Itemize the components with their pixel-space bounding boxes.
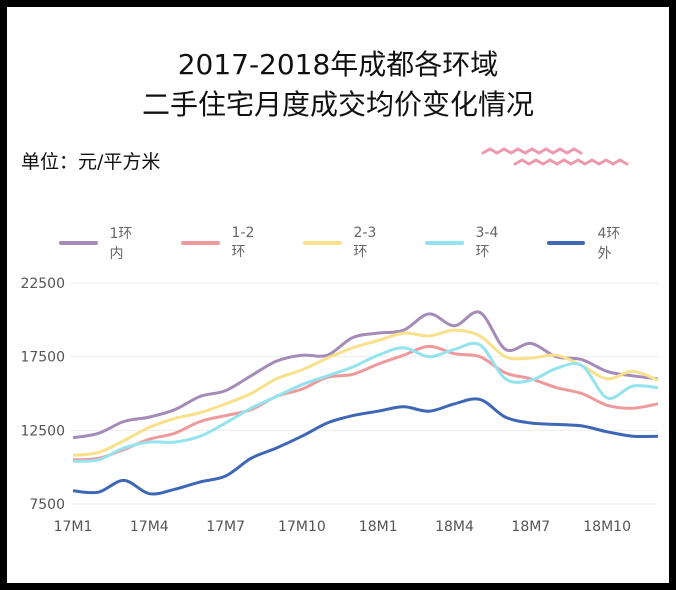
- decorative-wave-icon: [481, 147, 629, 166]
- legend-label: 1-2环: [231, 225, 255, 260]
- y-tick-label: 17500: [20, 350, 65, 366]
- legend: 1环内 1-2环 2-3环 3-4环 4环外: [59, 223, 669, 263]
- series-line-2[interactable]: [72, 344, 659, 462]
- legend-item[interactable]: 2-3环: [303, 223, 389, 263]
- y-tick-label: 22500: [20, 276, 65, 292]
- legend-item[interactable]: 4环外: [546, 223, 633, 263]
- legend-item[interactable]: 1-2环: [181, 223, 267, 263]
- x-tick-label: 17M7: [206, 519, 245, 535]
- legend-swatch: [546, 241, 586, 245]
- legend-label: 4环外: [597, 226, 621, 262]
- legend-item[interactable]: 3-4环: [425, 223, 511, 263]
- legend-swatch: [303, 241, 342, 245]
- x-tick-label: 18M4: [435, 519, 474, 535]
- x-tick-label: 18M7: [511, 519, 550, 535]
- x-tick-label: 17M10: [278, 519, 326, 535]
- series-line-5[interactable]: [72, 397, 659, 496]
- legend-label: 3-4环: [475, 225, 499, 260]
- chart-title-line2: 二手住宅月度成交均价变化情况: [141, 88, 534, 121]
- unit-label: 单位：元/平方米: [21, 151, 161, 173]
- series-line-1[interactable]: [72, 310, 659, 440]
- legend-swatch: [181, 241, 220, 245]
- legend-swatch: [59, 241, 98, 245]
- chart-svg: 7500 12500 17500 22500 17M1 17M4 17M7 17M10 18M1…: [20, 147, 659, 535]
- legend-label: 2-3环: [353, 225, 377, 260]
- legend-item[interactable]: 1环内: [59, 223, 145, 263]
- series-line-3[interactable]: [72, 328, 659, 457]
- x-tick-label: 18M1: [359, 519, 398, 535]
- chart-title-line1: 2017-2018年成都各环域: [177, 48, 499, 81]
- legend-swatch: [425, 241, 464, 245]
- chart-frame: 2017-2018年成都各环域 二手住宅月度成交均价变化情况 单位：元/平方米 …: [7, 7, 669, 583]
- series-line-4[interactable]: [72, 341, 659, 463]
- x-tick-label: 17M4: [130, 519, 169, 535]
- x-tick-label: 18M10: [583, 519, 631, 535]
- y-tick-label: 12500: [20, 423, 65, 439]
- x-tick-label: 17M1: [54, 519, 93, 535]
- legend-label: 1环内: [109, 226, 133, 262]
- plot-area: 7500 12500 17500 22500 17M1 17M4 17M7 17M10 18M1…: [20, 276, 659, 535]
- chart-title: 2017-2018年成都各环域 二手住宅月度成交均价变化情况: [7, 45, 669, 125]
- y-tick-label: 7500: [29, 497, 65, 513]
